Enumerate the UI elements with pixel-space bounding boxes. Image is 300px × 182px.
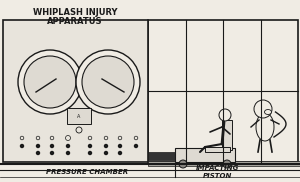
Bar: [148, 152, 183, 160]
Ellipse shape: [256, 113, 274, 141]
Text: IMPACTING
PISTON: IMPACTING PISTON: [196, 165, 240, 179]
Circle shape: [24, 56, 76, 108]
Circle shape: [104, 151, 107, 155]
Bar: [148, 20, 298, 162]
Circle shape: [118, 151, 122, 155]
Text: APPARATUS: APPARATUS: [47, 17, 103, 26]
Circle shape: [82, 56, 134, 108]
Circle shape: [118, 145, 122, 147]
Circle shape: [88, 145, 92, 147]
Text: PRESSURE CHAMBER: PRESSURE CHAMBER: [46, 169, 128, 175]
Bar: [222, 120, 232, 150]
Bar: [148, 161, 300, 166]
Circle shape: [37, 151, 40, 155]
Circle shape: [67, 151, 70, 155]
Circle shape: [254, 100, 272, 118]
Bar: [205, 147, 230, 152]
Circle shape: [219, 109, 231, 121]
Ellipse shape: [265, 110, 272, 114]
Circle shape: [76, 50, 140, 114]
Text: A: A: [77, 114, 81, 118]
Bar: [175, 148, 235, 162]
Circle shape: [134, 145, 137, 147]
Circle shape: [18, 50, 82, 114]
Circle shape: [223, 160, 231, 168]
Circle shape: [50, 151, 53, 155]
Circle shape: [37, 145, 40, 147]
Circle shape: [50, 145, 53, 147]
Circle shape: [179, 160, 187, 168]
Text: WHIPLASH INJURY: WHIPLASH INJURY: [33, 8, 117, 17]
Circle shape: [104, 145, 107, 147]
Circle shape: [20, 145, 23, 147]
Bar: [3, 20, 148, 162]
Bar: [67, 108, 91, 124]
Circle shape: [67, 145, 70, 147]
Circle shape: [88, 151, 92, 155]
